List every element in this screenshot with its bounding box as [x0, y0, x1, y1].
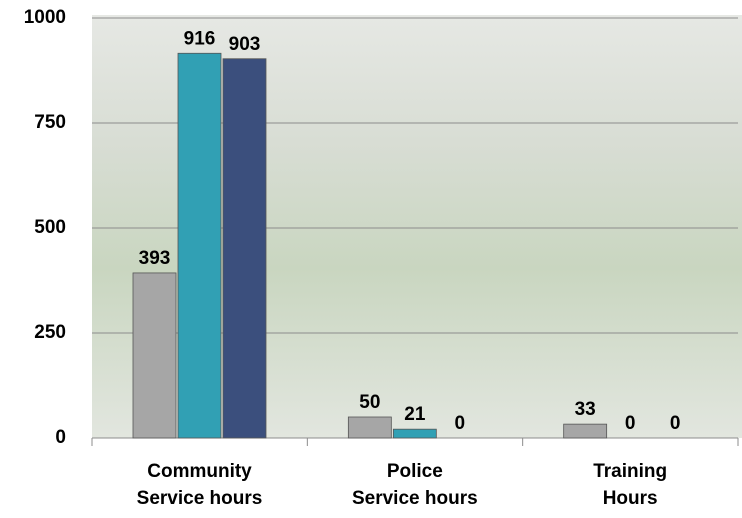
- bar: [392, 428, 437, 439]
- data-label: 0: [625, 413, 636, 434]
- bar: [222, 58, 267, 439]
- bar: [132, 272, 177, 439]
- data-label: 393: [139, 248, 171, 269]
- data-label: 903: [229, 34, 261, 55]
- data-label: 0: [455, 413, 466, 434]
- bar: [347, 416, 392, 439]
- data-label: 21: [404, 404, 426, 425]
- x-tick-label: Training Hours: [593, 461, 668, 509]
- data-label: 916: [184, 28, 216, 49]
- data-label: 33: [575, 399, 596, 420]
- x-tick-label: Community Service hours: [136, 461, 263, 509]
- data-label: 0: [670, 413, 681, 434]
- y-tick-label: 750: [34, 112, 66, 133]
- bar: [177, 52, 222, 439]
- bar: [563, 423, 608, 439]
- y-tick-label: 0: [55, 427, 66, 448]
- y-tick-label: 250: [34, 322, 66, 343]
- y-tick-label: 500: [34, 217, 66, 238]
- x-tick-label: Police Service hours: [351, 461, 478, 509]
- data-label: 50: [359, 392, 380, 413]
- y-tick-label: 1000: [24, 7, 66, 28]
